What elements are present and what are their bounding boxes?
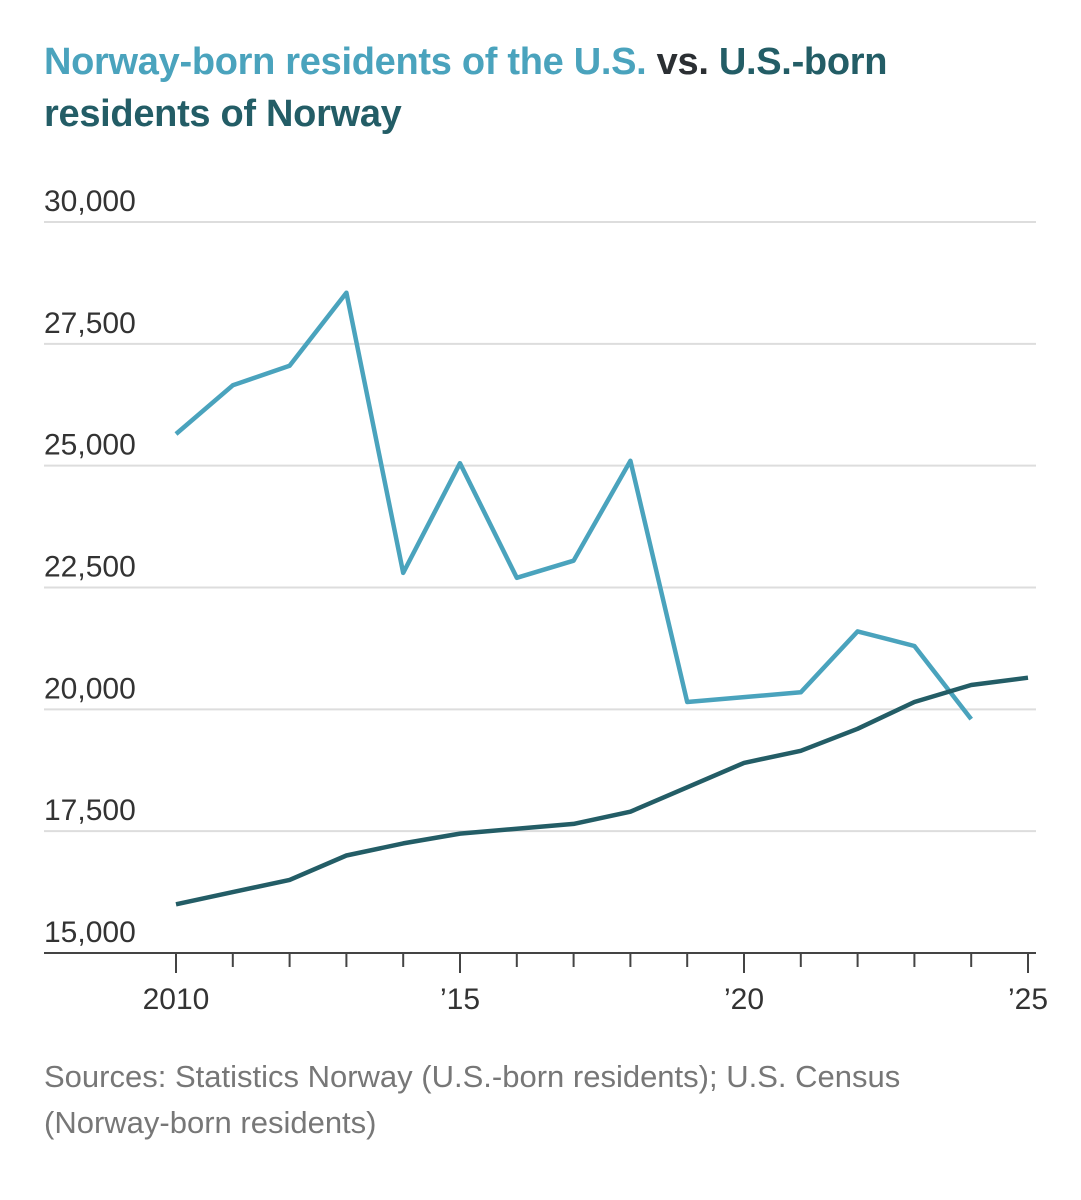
y-axis-labels: 30,000 27,500 25,000 22,500 20,000 17,500 15,0… [44, 185, 136, 949]
data-point [231, 890, 235, 894]
data-point [685, 700, 689, 704]
data-point [401, 571, 405, 575]
x-tick-label: 2010 [143, 983, 210, 1016]
data-point [628, 809, 632, 813]
y-tick-label: 27,500 [44, 307, 136, 340]
data-point [174, 432, 178, 436]
series-line-us-born-in-norway [175, 675, 1029, 907]
data-point [912, 644, 916, 648]
source-note: Sources: Statistics Norway (U.S.-born re… [44, 1059, 901, 1140]
data-point [912, 700, 916, 704]
data-point [344, 290, 348, 294]
y-tick-label: 15,000 [44, 916, 136, 949]
data-point [855, 629, 859, 633]
data-point [969, 717, 973, 721]
title-series-us-born: U.S.-born residents of Norway [44, 41, 888, 135]
data-point [401, 841, 405, 845]
x-tick-label: ’25 [1008, 983, 1048, 1016]
data-point [685, 785, 689, 789]
y-tick-label: 30,000 [44, 185, 136, 218]
x-tick-label: ’20 [724, 983, 764, 1016]
data-point [628, 459, 632, 463]
y-tick-label: 22,500 [44, 551, 136, 584]
data-point [969, 683, 973, 687]
series-line-norway-born-in-us [174, 290, 973, 721]
data-point [855, 727, 859, 731]
chart-title: Norway-born residents of the U.S. vs. U.… [44, 36, 1044, 140]
data-point [799, 749, 803, 753]
data-point [799, 690, 803, 694]
data-point [515, 827, 519, 831]
data-point [742, 761, 746, 765]
data-point [571, 558, 575, 562]
y-tick-label: 25,000 [44, 429, 136, 462]
data-point [515, 576, 519, 580]
data-point [742, 695, 746, 699]
title-connector: vs. [646, 41, 719, 83]
data-point [231, 383, 235, 387]
data-point [344, 853, 348, 857]
series-lines [174, 290, 1030, 907]
data-point [458, 461, 462, 465]
gridlines [44, 221, 1036, 954]
data-point [174, 902, 178, 906]
data-point [287, 364, 291, 368]
data-point [287, 878, 291, 882]
x-tick-label: ’15 [440, 983, 480, 1016]
data-point [571, 822, 575, 826]
data-point [458, 831, 462, 835]
y-tick-label: 20,000 [44, 672, 136, 705]
x-axis: 2010 ’15 ’20 ’25 [143, 953, 1048, 1016]
title-series-norway-born: Norway-born residents of the U.S. [44, 41, 647, 83]
y-tick-label: 17,500 [44, 794, 136, 827]
data-point [1026, 675, 1030, 679]
